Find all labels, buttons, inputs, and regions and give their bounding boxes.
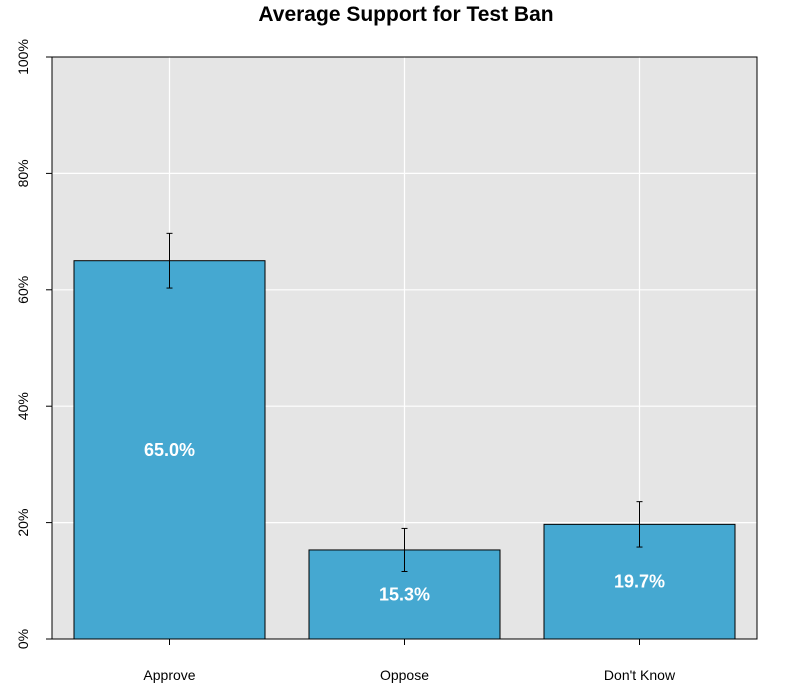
x-tick-label: Don't Know	[604, 667, 676, 683]
y-tick-label: 100%	[15, 39, 31, 75]
chart-title: Average Support for Test Ban	[258, 3, 553, 26]
data-label: 65.0%	[144, 440, 195, 460]
y-tick-label: 40%	[15, 392, 31, 420]
data-label: 15.3%	[379, 584, 430, 604]
y-tick-label: 80%	[15, 159, 31, 187]
x-tick-label: Oppose	[380, 667, 429, 683]
x-tick-label: Approve	[143, 667, 195, 683]
data-label: 19.7%	[614, 572, 665, 592]
y-tick-label: 60%	[15, 276, 31, 304]
y-tick-label: 0%	[15, 629, 31, 649]
y-tick-label: 20%	[15, 509, 31, 537]
